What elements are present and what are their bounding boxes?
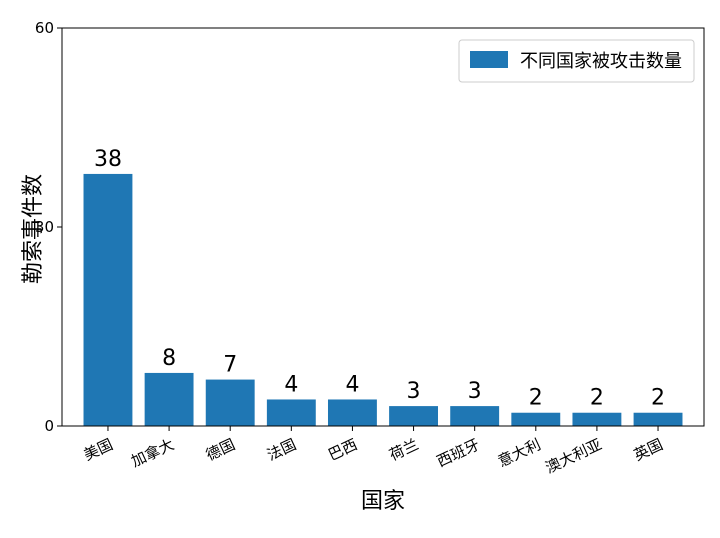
y-axis-label: 勒索事件数 (21, 174, 46, 284)
bar-value-label: 3 (468, 379, 482, 404)
y-tick-label: 0 (44, 417, 54, 435)
plot-frame (61, 27, 705, 427)
bar-value-label: 3 (407, 379, 421, 404)
bar-8 (511, 412, 561, 426)
bar-value-label: 4 (284, 372, 298, 397)
bar-10 (633, 412, 683, 426)
bar-value-label: 4 (345, 372, 359, 397)
legend-frame (458, 39, 695, 83)
legend: 不同国家被攻击数量 (458, 39, 695, 83)
bar-9 (572, 412, 622, 426)
bar-value-label: 2 (529, 386, 543, 411)
x-axis-label: 国家 (361, 489, 405, 514)
bar-3 (205, 379, 255, 426)
y-tick-label: 60 (35, 19, 54, 37)
bar-value-label: 38 (94, 147, 122, 172)
value-labels-group: 38 8 7 4 4 3 3 2 2 2 (94, 147, 665, 411)
bar-7 (450, 406, 500, 426)
y-tick-label: 30 (35, 218, 54, 236)
bar-2 (144, 372, 194, 426)
bar-value-label: 2 (590, 386, 604, 411)
bar-1 (83, 173, 133, 426)
bars-group (83, 173, 683, 426)
y-axis: 0 30 60 (35, 19, 62, 435)
bar-value-label: 8 (162, 346, 176, 371)
bar-value-label: 2 (651, 386, 665, 411)
bar-6 (389, 406, 438, 426)
bar-4 (266, 399, 316, 426)
bar-value-label: 7 (223, 353, 237, 378)
legend-label: 不同国家被攻击数量 (520, 51, 682, 72)
bar-5 (327, 399, 377, 426)
legend-swatch (470, 51, 508, 68)
